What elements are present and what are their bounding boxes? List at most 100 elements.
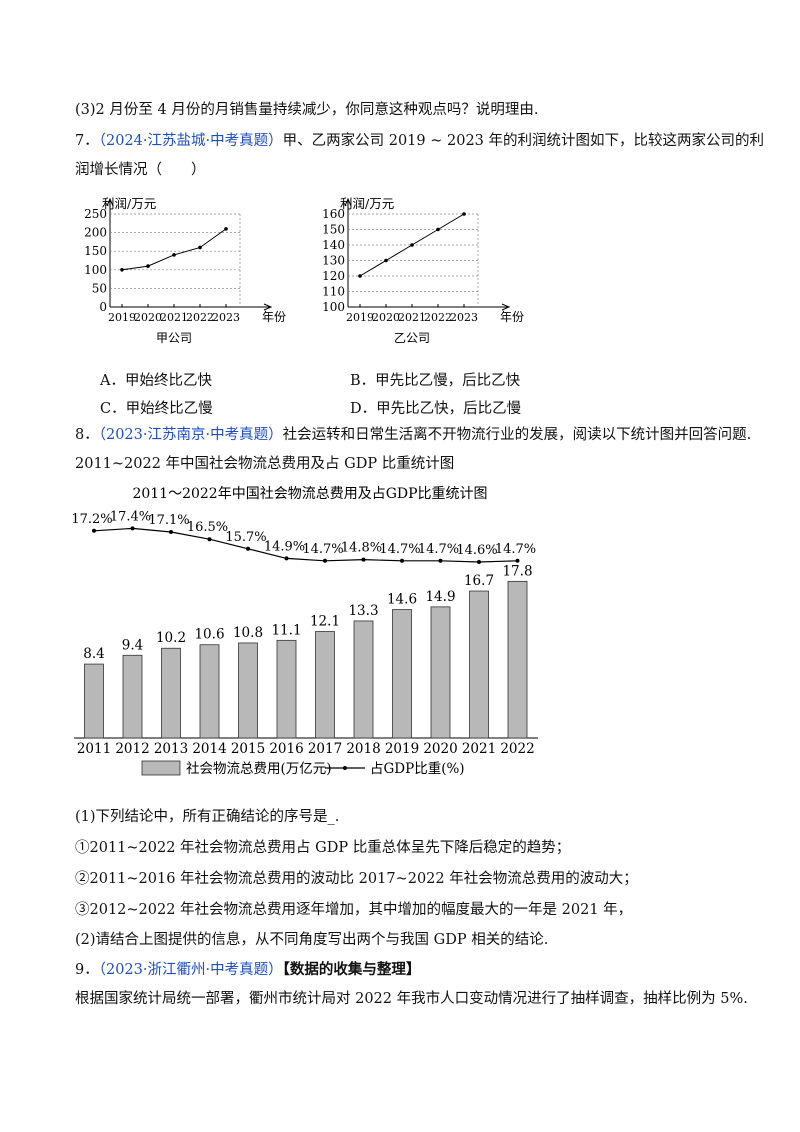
logistics-pct-line <box>93 527 518 563</box>
logistics-pct-point <box>130 526 135 531</box>
question-9-heading: 【数据的收集与整理】 <box>282 961 421 978</box>
jia-x-tick-label: 2020 <box>134 311 162 324</box>
option-c[interactable]: C．甲始终比乙慢 <box>100 401 213 417</box>
yi-y-tick-label: 160 <box>322 207 345 221</box>
question-9-number: 9． <box>75 962 99 978</box>
question-7-number: 7． <box>75 133 99 149</box>
jia-caption: 甲公司 <box>156 331 192 345</box>
option-b[interactable]: B．甲先比乙慢，后比乙快 <box>350 373 521 389</box>
logistics-bar <box>392 609 412 739</box>
logistics-bar <box>315 631 335 739</box>
logistics-bar-label: 12.1 <box>310 614 340 630</box>
logistics-x-tick-label: 2012 <box>115 741 149 757</box>
yi-x-label: 年份 <box>500 310 524 324</box>
jia-y-tick-label: 200 <box>84 226 107 240</box>
logistics-pct-point <box>477 560 481 564</box>
logistics-pct-point <box>207 537 212 542</box>
yi-y-tick-label: 130 <box>322 254 345 268</box>
legend-line-label: 占GDP比重(%) <box>370 761 465 777</box>
jia-y-tick-label: 50 <box>92 281 107 295</box>
logistics-bar <box>276 639 297 739</box>
logistics-pct-label: 15.7% <box>225 530 266 545</box>
logistics-x-tick-label: 2020 <box>423 741 457 757</box>
jia-x-label: 年份 <box>262 310 286 324</box>
jia-x-tick-label: 2019 <box>108 311 136 324</box>
logistics-pct-point <box>400 558 404 563</box>
jia-x-tick-label: 2021 <box>160 311 188 324</box>
legend-bar-label: 社会物流总费用(万亿元) <box>186 761 332 777</box>
logistics-bar <box>161 647 181 739</box>
yi-x-tick-label: 2023 <box>450 311 478 324</box>
question-6-part3: (3)2 月份至 4 月份的月销售量持续减少，你同意这种观点吗？说明理由. <box>75 102 539 118</box>
logistics-pct-point <box>323 558 327 563</box>
question-7-header: 7．（2024·江苏盐城·中考真题）甲、乙两家公司 2019 ~ 2023 年的… <box>75 131 764 151</box>
jia-y-arrow <box>106 197 114 207</box>
logistics-bar-label: 10.8 <box>233 625 263 641</box>
option-d[interactable]: D．甲先比乙快，后比乙慢 <box>350 401 522 417</box>
question-8-conclusion-1: ①2011~2022 年社会物流总费用占 GDP 比重总体呈先下降后稳定的趋势； <box>75 840 571 856</box>
logistics-pct-point <box>438 558 443 563</box>
logistics-bar-label: 14.9 <box>425 589 455 605</box>
logistics-x-tick-label: 2016 <box>269 741 303 757</box>
logistics-pct-label: 16.5% <box>187 520 228 535</box>
logistics-pct-point <box>169 530 173 534</box>
logistics-bar <box>469 590 489 739</box>
logistics-x-tick-label: 2015 <box>231 741 265 757</box>
logistics-pct-label: 14.9% <box>264 539 305 554</box>
legend-line-point <box>343 766 347 770</box>
yi-y-tick-label: 140 <box>322 238 345 252</box>
yi-point <box>384 258 388 263</box>
yi-x-tick-label: 2022 <box>424 311 452 324</box>
question-8-text: 社会运转和日常生活离不开物流行业的发展，阅读以下统计图并回答问题. <box>282 427 752 443</box>
yi-y-tick-label: 120 <box>322 269 345 283</box>
logistics-pct-point <box>361 557 366 562</box>
logistics-x-tick-label: 2018 <box>346 741 380 757</box>
logistics-pct-label: 14.7% <box>418 542 459 557</box>
yi-y-tick-label: 150 <box>322 223 345 237</box>
jia-point <box>146 264 150 268</box>
logistics-bar-label: 11.1 <box>271 622 301 638</box>
logistics-title: 2011～2022年中国社会物流总费用及占GDP比重统计图 <box>132 486 487 502</box>
logistics-bar <box>199 644 220 739</box>
question-7-text-2: 润增长情况（ ） <box>75 162 206 178</box>
logistics-pct-point <box>284 556 289 561</box>
logistics-bar-label: 10.6 <box>194 627 224 643</box>
question-8-header: 8．（2023·江苏南京·中考真题）社会运转和日常生活离不开物流行业的发展，阅读… <box>75 425 751 445</box>
jia-y-tick-label: 100 <box>84 263 107 277</box>
jia-y-tick-label: 0 <box>99 300 107 314</box>
logistics-pct-point <box>92 528 96 533</box>
yi-x-tick-label: 2019 <box>346 311 374 324</box>
jia-series-line <box>121 228 227 271</box>
logistics-pct-point <box>515 558 520 563</box>
logistics-pct-label: 17.4% <box>110 509 151 524</box>
logistics-x-tick-label: 2013 <box>154 741 188 757</box>
logistics-bar <box>238 642 258 739</box>
jia-x-arrow <box>263 303 273 311</box>
logistics-bar-label: 14.6 <box>387 592 417 608</box>
question-8-conclusion-2: ②2011~2016 年社会物流总费用的波动比 2017~2022 年社会物流总… <box>75 871 638 887</box>
logistics-bar-label: 13.3 <box>348 603 378 619</box>
question-8-number: 8． <box>75 427 99 443</box>
logistics-bar <box>507 580 528 739</box>
yi-caption: 乙公司 <box>394 331 430 345</box>
question-9-source: （2023·浙江衢州·中考真题） <box>98 962 283 978</box>
yi-y-label: 利润/万元 <box>340 196 394 211</box>
logistics-bar <box>430 606 451 739</box>
logistics-pct-label: 14.8% <box>341 541 382 556</box>
chart-logistics: 2011～2022年中国社会物流总费用及占GDP比重统计图 8.4 2011 9.4 2… <box>71 486 538 777</box>
logistics-pct-label: 14.7% <box>495 542 536 557</box>
yi-y-arrow <box>344 197 352 207</box>
logistics-bar-label: 9.4 <box>122 637 143 653</box>
question-7-text: 甲、乙两家公司 2019 ~ 2023 年的利润统计图如下，比较这两家公司的利 <box>282 133 764 149</box>
logistics-x-tick-label: 2021 <box>462 741 496 757</box>
question-8-part2: (2)请结合上图提供的信息，从不同角度写出两个与我国 GDP 相关的结论. <box>75 932 549 948</box>
question-8-subtitle: 2011~2022 年中国社会物流总费用及占 GDP 比重统计图 <box>75 456 455 472</box>
legend-bar-swatch <box>141 760 181 776</box>
logistics-bar-label: 10.2 <box>156 630 186 646</box>
jia-x-tick-label: 2023 <box>212 311 240 324</box>
logistics-pct-label: 14.7% <box>302 542 343 557</box>
logistics-bar-label: 8.4 <box>83 646 104 662</box>
logistics-pct-point <box>246 546 250 551</box>
option-a[interactable]: A．甲始终比乙快 <box>100 373 212 389</box>
